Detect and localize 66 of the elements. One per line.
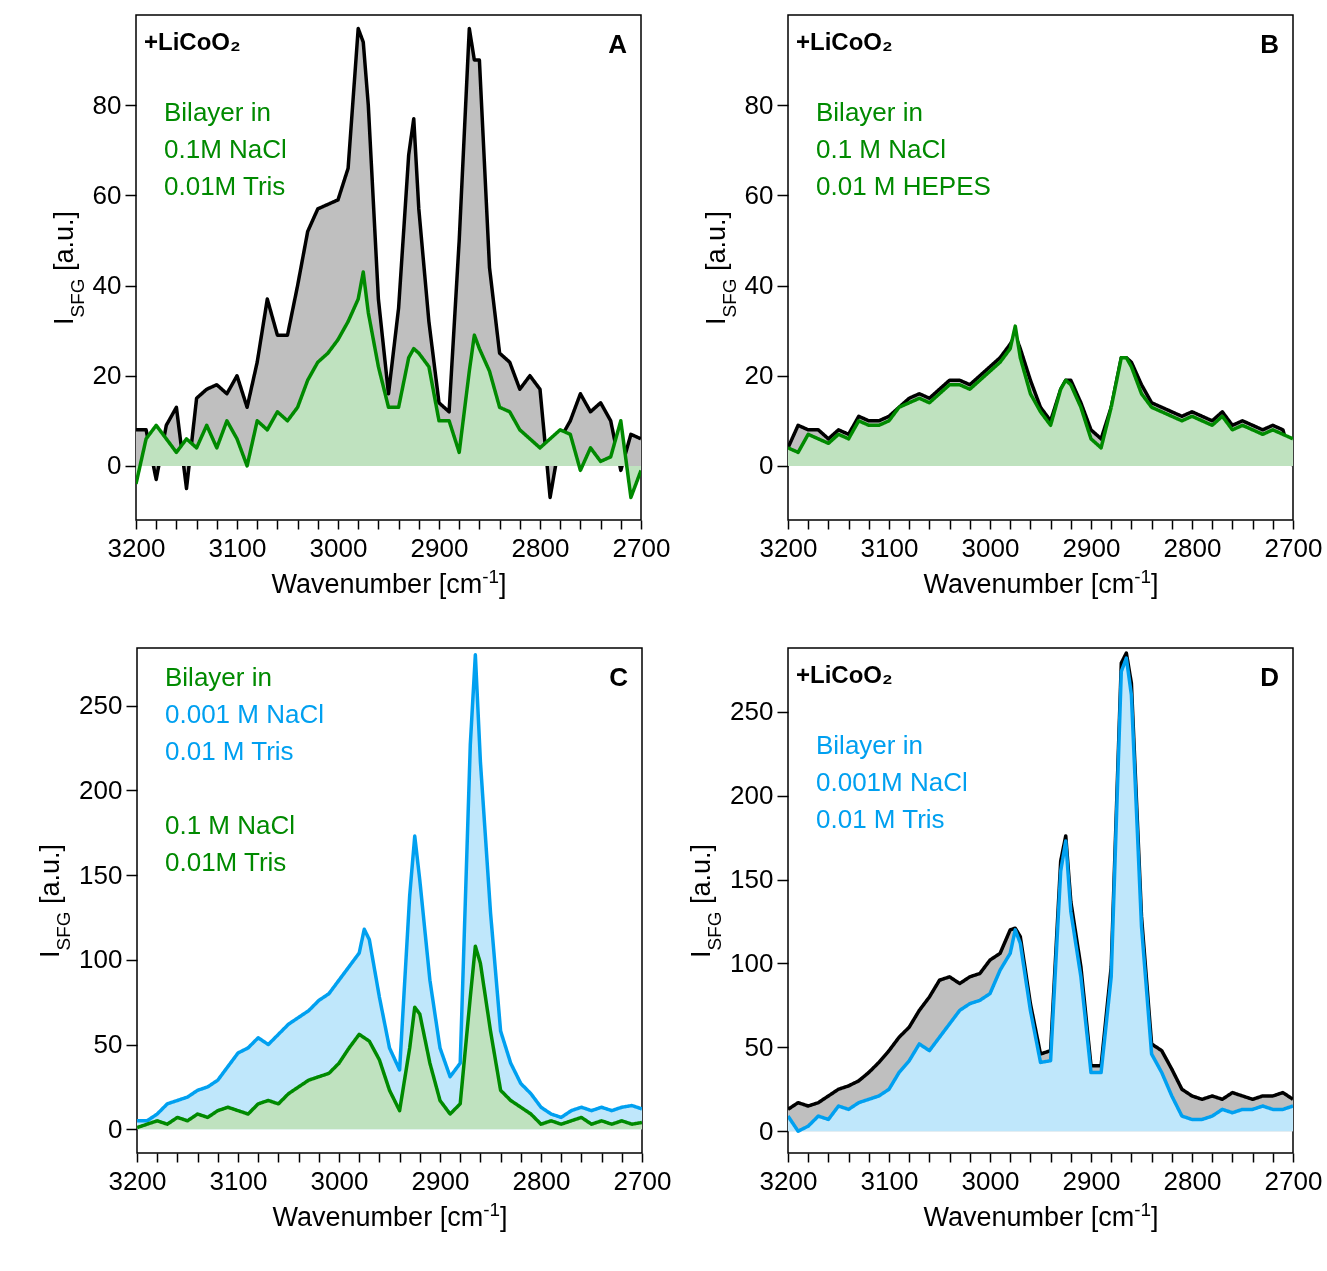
x-tick-label: 3000 (310, 1165, 369, 1196)
y-tick-label: 80 (92, 89, 122, 120)
x-tick-label: 3100 (209, 1165, 268, 1196)
text: 0.1M NaCl 0.01M Tris (164, 134, 287, 201)
text: 0.001M NaCl 0.01 M Tris (816, 767, 968, 834)
x-tick-label: 3100 (860, 532, 919, 563)
y-tick-label: 40 (92, 270, 122, 301)
legend-title: Bilayer in (164, 97, 271, 127)
x-tick-label: 3100 (208, 532, 267, 563)
x-tick-label: 2900 (1062, 1165, 1121, 1196)
y-tick-label: 80 (744, 89, 774, 120)
x-tick-label: 2900 (410, 532, 469, 563)
x-tick-label: 3200 (759, 1165, 818, 1196)
x-axis-title: Wavenumber [cm$^{-1}$] (923, 565, 1159, 599)
y-tick-label: 200 (79, 774, 123, 805)
legend-title: Bilayer in (165, 662, 272, 692)
y-tick-label: 60 (744, 179, 774, 210)
x-tick-label: 2800 (1163, 532, 1222, 563)
x-tick-label: 2700 (613, 1165, 672, 1196)
text: A (608, 29, 628, 59)
x-axis-title: Wavenumber [cm$^{-1}$] (271, 565, 507, 599)
x-tick-label: 2700 (1264, 1165, 1323, 1196)
x-axis-title: Wavenumber [cm$^{-1}$] (923, 1198, 1159, 1232)
x-tick-label: 2800 (511, 532, 570, 563)
x-tick-label: 3200 (107, 532, 166, 563)
x-tick-label: 2700 (612, 532, 671, 563)
x-tick-label: 3000 (961, 1165, 1020, 1196)
y-tick-label: 50 (744, 1031, 774, 1062)
text: 0.1 M NaCl 0.01 M HEPES (816, 134, 991, 201)
x-tick-label: 3200 (108, 1165, 167, 1196)
y-tick-label: 200 (730, 780, 774, 811)
x-tick-label: 3100 (860, 1165, 919, 1196)
y-tick-label: 0 (108, 1113, 123, 1144)
y-tick-label: 100 (79, 944, 123, 975)
legend-title: Bilayer in (816, 730, 923, 760)
x-tick-label: 3000 (961, 532, 1020, 563)
x-tick-label: 2900 (411, 1165, 470, 1196)
annotation: +LiCoO₂ (796, 661, 893, 688)
y-tick-label: 60 (92, 179, 122, 210)
text: 0.1 M NaCl 0.01M Tris (165, 810, 296, 877)
x-tick-label: 3000 (309, 532, 368, 563)
y-tick-label: 20 (744, 360, 774, 391)
y-tick-label: 250 (79, 690, 123, 721)
annotation: +LiCoO₂ (144, 28, 241, 55)
x-tick-label: 2800 (1163, 1165, 1222, 1196)
y-tick-label: 40 (744, 270, 774, 301)
legend-title: Bilayer in (816, 97, 923, 127)
x-tick-label: 2900 (1062, 532, 1121, 563)
text: D (1260, 662, 1279, 692)
y-tick-label: 0 (759, 1115, 774, 1146)
x-tick-label: 2800 (512, 1165, 571, 1196)
y-tick-label: 150 (79, 859, 123, 890)
y-tick-label: 150 (730, 864, 774, 895)
y-tick-label: 100 (730, 947, 774, 978)
text: C (609, 662, 629, 692)
text: B (1260, 29, 1279, 59)
y-tick-label: 250 (730, 696, 774, 727)
x-tick-label: 2700 (1264, 532, 1323, 563)
y-tick-label: 50 (93, 1029, 123, 1060)
x-axis-title: Wavenumber [cm$^{-1}$] (272, 1198, 508, 1232)
x-tick-label: 3200 (759, 532, 818, 563)
text: 0.001 M NaCl 0.01 M Tris (165, 699, 324, 766)
y-tick-label: 0 (759, 450, 774, 481)
y-tick-label: 20 (92, 360, 122, 391)
annotation: +LiCoO₂ (796, 28, 893, 55)
y-tick-label: 0 (107, 450, 122, 481)
